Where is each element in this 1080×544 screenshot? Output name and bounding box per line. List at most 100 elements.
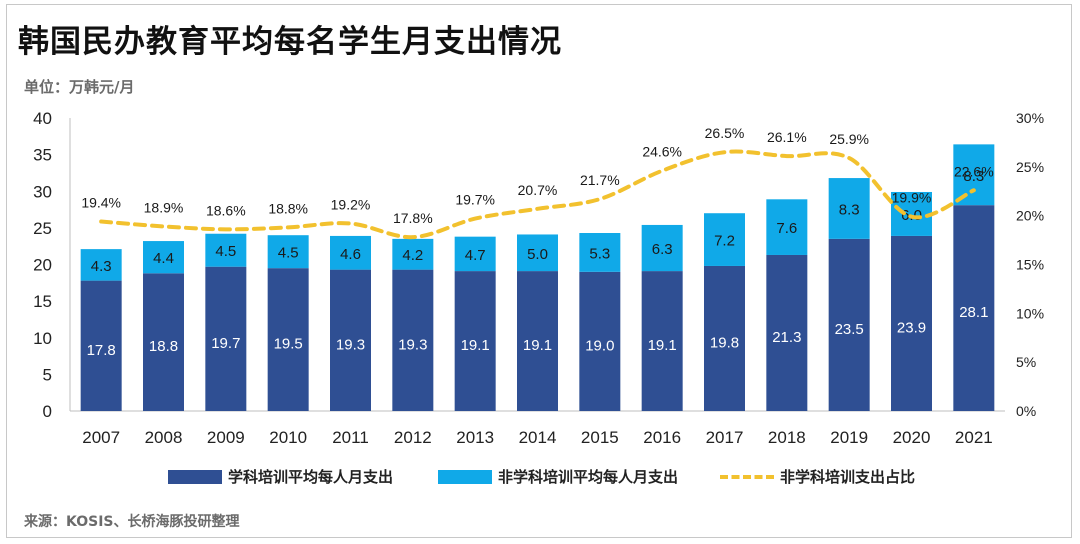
bar-subject [517, 271, 558, 411]
bar-non-subject-label: 7.2 [714, 233, 735, 250]
y-right-tick-label: 30% [1016, 110, 1044, 126]
bar-subject [766, 254, 808, 411]
bar-subject-label: 21.3 [772, 329, 801, 346]
bar-subject [80, 280, 122, 411]
bar-non-subject [579, 233, 621, 272]
x-tick-label: 2007 [82, 428, 120, 447]
y-left-tick-label: 20 [33, 256, 52, 275]
bar-subject-label: 23.9 [897, 319, 926, 336]
y-right-tick-label: 25% [1016, 159, 1044, 175]
y-left-tick-label: 35 [33, 146, 52, 165]
bar-non-subject [517, 234, 558, 272]
bar-subject-label: 18.8 [149, 338, 178, 355]
x-tick-label: 2019 [830, 428, 868, 447]
ratio-label: 18.8% [268, 200, 308, 216]
bar-subject-label: 19.1 [523, 337, 552, 354]
bar-subject [579, 271, 621, 411]
chart-title: 韩国民办教育平均每名学生月支出情况 [18, 24, 562, 60]
x-tick-label: 2016 [643, 428, 681, 447]
x-tick-label: 2012 [394, 428, 432, 447]
bar-non-subject [143, 241, 184, 274]
bar-subject [704, 265, 745, 411]
x-tick-label: 2014 [519, 428, 557, 447]
ratio-label: 18.6% [206, 202, 246, 218]
ratio-label: 17.8% [393, 210, 433, 226]
bar-subject [828, 238, 870, 411]
ratio-label: 22.6% [954, 163, 994, 179]
bar-non-subject [828, 178, 870, 239]
ratio-label: 26.5% [705, 125, 745, 141]
ratio-label: 19.4% [81, 195, 121, 211]
bar-non-subject [392, 238, 434, 270]
bar-non-subject [891, 191, 932, 236]
bar-subject [267, 268, 309, 411]
bar-non-subject-label: 4.3 [91, 258, 112, 275]
bar-subject [454, 271, 496, 411]
bar-non-subject-label: 4.4 [153, 250, 174, 267]
legend-swatch-subject [168, 469, 222, 484]
legend-swatch-ratio [720, 474, 774, 479]
bar-non-subject [953, 144, 995, 206]
bar-non-subject [267, 235, 309, 269]
ratio-label: 19.7% [455, 192, 495, 208]
y-right-tick-label: 20% [1016, 208, 1044, 224]
bar-non-subject [704, 213, 745, 266]
y-right-tick-label: 5% [1016, 354, 1036, 370]
bar-non-subject-label: 5.3 [589, 245, 610, 262]
bar-non-subject-label: 4.6 [340, 246, 361, 263]
unit-label: 单位：万韩元/月 [24, 78, 135, 96]
x-tick-label: 2020 [893, 428, 931, 447]
x-tick-label: 2011 [332, 428, 369, 447]
bar-non-subject-label: 4.5 [278, 245, 299, 262]
y-right-tick-label: 10% [1016, 305, 1044, 321]
y-left-tick-label: 15 [33, 292, 52, 311]
ratio-label: 21.7% [580, 172, 620, 188]
bar-subject [891, 235, 932, 411]
ratio-label: 18.9% [144, 199, 184, 215]
y-left-tick-label: 0 [43, 402, 52, 421]
bar-non-subject [454, 236, 496, 272]
ratio-label: 19.9% [892, 190, 932, 206]
x-tick-label: 2018 [768, 428, 806, 447]
legend-label-non-subject: 非学科培训平均每人月支出 [498, 468, 679, 486]
bar-subject-label: 19.8 [710, 334, 739, 351]
legend-item-non-subject: 非学科培训平均每人月支出 [438, 466, 678, 487]
x-tick-label: 2013 [456, 428, 494, 447]
ratio-label: 26.1% [767, 129, 807, 145]
bar-non-subject-label: 7.6 [776, 220, 797, 237]
bar-non-subject-label: 6.3 [652, 241, 673, 258]
bar-non-subject-label: 8.3 [963, 168, 984, 185]
legend-item-ratio: 非学科培训支出占比 [720, 466, 915, 487]
ratio-label: 25.9% [829, 131, 869, 147]
x-tick-label: 2008 [145, 428, 183, 447]
x-tick-label: 2015 [581, 428, 619, 447]
x-tick-label: 2017 [706, 428, 744, 447]
ratio-label: 20.7% [518, 182, 558, 198]
ratio-label: 24.6% [642, 144, 682, 160]
bar-subject [953, 205, 995, 411]
legend-item-subject: 学科培训平均每人月支出 [168, 466, 393, 487]
bar-subject-label: 19.5 [274, 336, 303, 353]
x-tick-label: 2021 [955, 428, 993, 447]
bar-non-subject [80, 249, 122, 281]
chart-frame [6, 4, 1072, 538]
bar-subject-label: 28.1 [959, 304, 988, 321]
bar-subject-label: 19.1 [461, 337, 490, 354]
bar-non-subject-label: 4.2 [402, 247, 423, 264]
bar-non-subject [766, 199, 808, 255]
bar-subject-label: 19.3 [336, 336, 365, 353]
y-left-tick-label: 40 [33, 109, 52, 128]
bar-subject [330, 269, 371, 411]
legend-label-subject: 学科培训平均每人月支出 [228, 468, 394, 486]
legend: 学科培训平均每人月支出 非学科培训平均每人月支出 非学科培训支出占比 [0, 466, 1080, 490]
x-tick-label: 2009 [207, 428, 245, 447]
bar-subject [641, 271, 683, 411]
bar-non-subject-label: 4.5 [215, 243, 236, 260]
ratio-line [99, 149, 976, 240]
bar-subject-label: 19.7 [211, 335, 240, 352]
bar-subject-label: 19.0 [585, 337, 614, 354]
x-tick-label: 2010 [269, 428, 307, 447]
ratio-label: 19.2% [331, 196, 371, 212]
y-left-tick-label: 10 [33, 329, 52, 348]
